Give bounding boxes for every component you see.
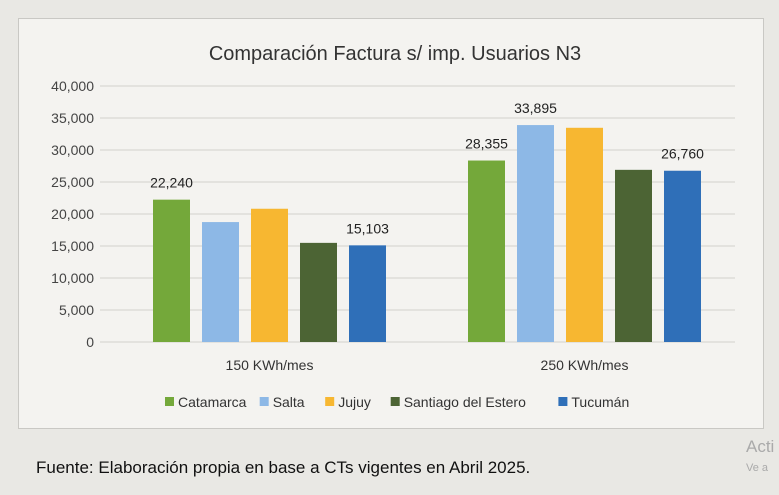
bar-catamarca [153, 199, 190, 342]
legend-label: Jujuy [338, 394, 371, 410]
data-label: 15,103 [346, 220, 389, 236]
legend-swatch [390, 397, 400, 406]
data-label: 22,240 [150, 175, 193, 191]
y-tick-label: 20,000 [51, 206, 94, 222]
legend-swatch [259, 397, 269, 406]
bar-tucumán [349, 245, 386, 342]
bar-salta [517, 125, 554, 343]
y-tick-label: 0 [86, 334, 94, 350]
y-tick-label: 10,000 [51, 270, 94, 286]
x-category-label: 250 KWh/mes [541, 357, 629, 373]
y-tick-label: 25,000 [51, 174, 94, 190]
bar-catamarca [468, 160, 505, 342]
data-label: 33,895 [514, 100, 557, 116]
bar-santiago-del-estero [615, 169, 652, 342]
legend-label: Santiago del Estero [404, 394, 526, 410]
bar-salta [202, 222, 239, 342]
watermark-line2: Ve a [746, 462, 769, 474]
bar-santiago-del-estero [300, 242, 337, 342]
legend-label: Salta [273, 394, 305, 410]
legend-label: Catamarca [178, 394, 247, 410]
watermark-line1: Acti [746, 437, 775, 456]
y-tick-label: 40,000 [51, 78, 94, 94]
data-label: 26,760 [661, 146, 704, 162]
legend-swatch [325, 397, 335, 406]
bar-tucumán [664, 170, 701, 342]
bar-jujuy [251, 208, 288, 342]
legend-label: Tucumán [571, 394, 629, 410]
legend-swatch [558, 397, 568, 406]
bar-jujuy [566, 127, 603, 343]
data-label: 28,355 [465, 136, 508, 152]
legend-swatch [165, 397, 174, 406]
y-tick-label: 5,000 [59, 302, 94, 318]
x-category-label: 150 KWh/mes [226, 357, 314, 373]
source-note: Fuente: Elaboración propia en base a CTs… [36, 458, 531, 477]
chart-title: Comparación Factura s/ imp. Usuarios N3 [209, 43, 581, 65]
y-tick-label: 30,000 [51, 142, 94, 158]
y-tick-label: 35,000 [51, 110, 94, 126]
y-tick-label: 15,000 [51, 238, 94, 254]
